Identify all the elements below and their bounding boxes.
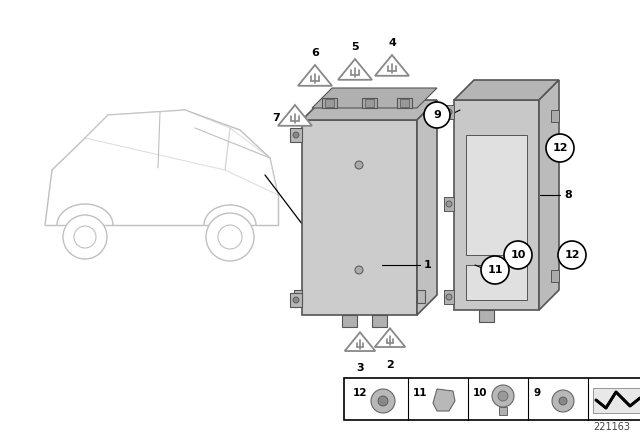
Polygon shape [298, 65, 332, 86]
Circle shape [63, 215, 107, 259]
Polygon shape [322, 98, 337, 108]
Polygon shape [397, 98, 412, 108]
Polygon shape [302, 100, 437, 120]
Text: 10: 10 [510, 250, 525, 260]
Polygon shape [278, 105, 312, 126]
Text: 3: 3 [356, 363, 364, 373]
Polygon shape [444, 105, 454, 119]
Circle shape [355, 266, 363, 274]
Polygon shape [400, 99, 409, 107]
Circle shape [293, 132, 299, 138]
Polygon shape [454, 100, 539, 310]
Polygon shape [454, 80, 559, 100]
Polygon shape [551, 270, 559, 282]
Polygon shape [433, 389, 455, 411]
Text: 10: 10 [473, 388, 488, 398]
Polygon shape [444, 197, 454, 211]
Text: 11: 11 [413, 388, 428, 398]
Text: 12: 12 [564, 250, 580, 260]
Circle shape [218, 225, 242, 249]
Polygon shape [312, 88, 437, 108]
Circle shape [424, 102, 450, 128]
Circle shape [446, 109, 452, 115]
Circle shape [558, 241, 586, 269]
Polygon shape [551, 110, 559, 122]
Circle shape [481, 256, 509, 284]
Circle shape [378, 396, 388, 406]
Polygon shape [290, 293, 302, 307]
Text: 12: 12 [552, 143, 568, 153]
Text: 221163: 221163 [593, 422, 630, 432]
Circle shape [446, 294, 452, 300]
Polygon shape [375, 55, 409, 76]
Circle shape [355, 161, 363, 169]
Polygon shape [362, 98, 377, 108]
Polygon shape [444, 290, 454, 304]
Circle shape [559, 397, 567, 405]
Text: 6: 6 [311, 48, 319, 58]
Polygon shape [225, 128, 278, 195]
Text: 12: 12 [353, 388, 367, 398]
Polygon shape [365, 99, 374, 107]
Text: 5: 5 [351, 42, 359, 52]
Circle shape [546, 134, 574, 162]
Circle shape [371, 389, 395, 413]
Polygon shape [302, 120, 417, 315]
Polygon shape [290, 128, 302, 142]
Circle shape [492, 385, 514, 407]
Text: 4: 4 [388, 38, 396, 48]
Circle shape [504, 241, 532, 269]
Text: 11: 11 [487, 265, 503, 275]
Polygon shape [374, 328, 405, 347]
Polygon shape [499, 407, 507, 415]
Polygon shape [466, 265, 527, 300]
Polygon shape [479, 310, 494, 322]
Polygon shape [344, 378, 640, 420]
Circle shape [498, 391, 508, 401]
Text: 9: 9 [433, 110, 441, 120]
Polygon shape [325, 99, 334, 107]
Text: 7: 7 [272, 113, 280, 123]
Polygon shape [85, 110, 230, 170]
Circle shape [206, 213, 254, 261]
Circle shape [552, 390, 574, 412]
Text: 1: 1 [424, 260, 432, 270]
Polygon shape [342, 315, 357, 327]
Circle shape [293, 297, 299, 303]
Polygon shape [417, 290, 425, 303]
Circle shape [74, 226, 96, 248]
Text: 9: 9 [533, 388, 540, 398]
Polygon shape [294, 290, 302, 303]
Polygon shape [417, 100, 437, 315]
Circle shape [446, 201, 452, 207]
Polygon shape [372, 315, 387, 327]
Polygon shape [593, 388, 640, 413]
Polygon shape [466, 135, 527, 255]
Text: 8: 8 [564, 190, 572, 200]
Polygon shape [338, 59, 372, 80]
Polygon shape [539, 80, 559, 310]
Polygon shape [345, 332, 375, 351]
Text: 2: 2 [386, 360, 394, 370]
